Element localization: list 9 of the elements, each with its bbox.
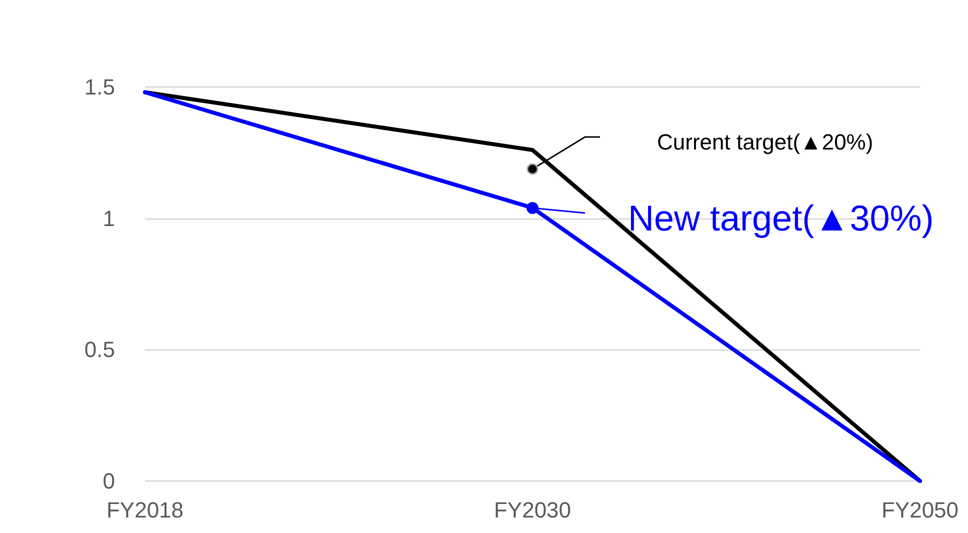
x-tick-label: FY2018 [106,498,184,522]
x-tick-label: FY2050 [881,498,959,522]
annotation: Current target(▲20%) [657,130,874,154]
y-tick-label: 1.5 [84,74,115,100]
y-tick-label: 0.5 [84,337,115,362]
y-tick-label: 0 [102,468,115,494]
y-tick-label: 1 [102,206,115,231]
x-tick-label: FY2030 [494,498,572,522]
annotation: New target(▲30%) [628,198,934,238]
